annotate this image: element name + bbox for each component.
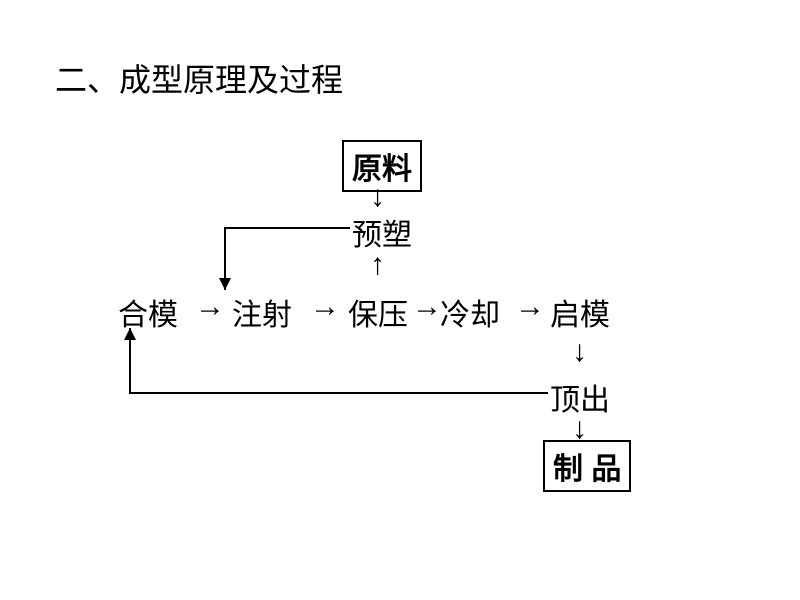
arrow-raw-to-preplastic: ↓ — [370, 180, 385, 214]
node-hold-pressure: 保压 — [348, 290, 408, 334]
node-mold-close: 合模 — [118, 290, 178, 334]
node-cooling: 冷却 — [440, 290, 500, 334]
arrow-hold-to-preplastic: ↑ — [370, 248, 385, 282]
section-title: 二、成型原理及过程 — [55, 55, 343, 101]
node-inject: 注射 — [232, 290, 292, 334]
arrow-close-to-inject: → — [195, 290, 225, 324]
node-mold-open: 启模 — [550, 290, 610, 334]
loop-preplastic-to-inject — [225, 228, 350, 290]
node-product: 制 品 — [543, 440, 631, 492]
arrow-hold-to-cool: → — [412, 290, 442, 324]
arrow-open-to-eject: ↓ — [572, 335, 587, 369]
arrow-inject-to-hold: → — [310, 290, 340, 324]
arrow-cool-to-open: → — [515, 290, 545, 324]
loop-eject-to-moldclose — [130, 328, 548, 393]
